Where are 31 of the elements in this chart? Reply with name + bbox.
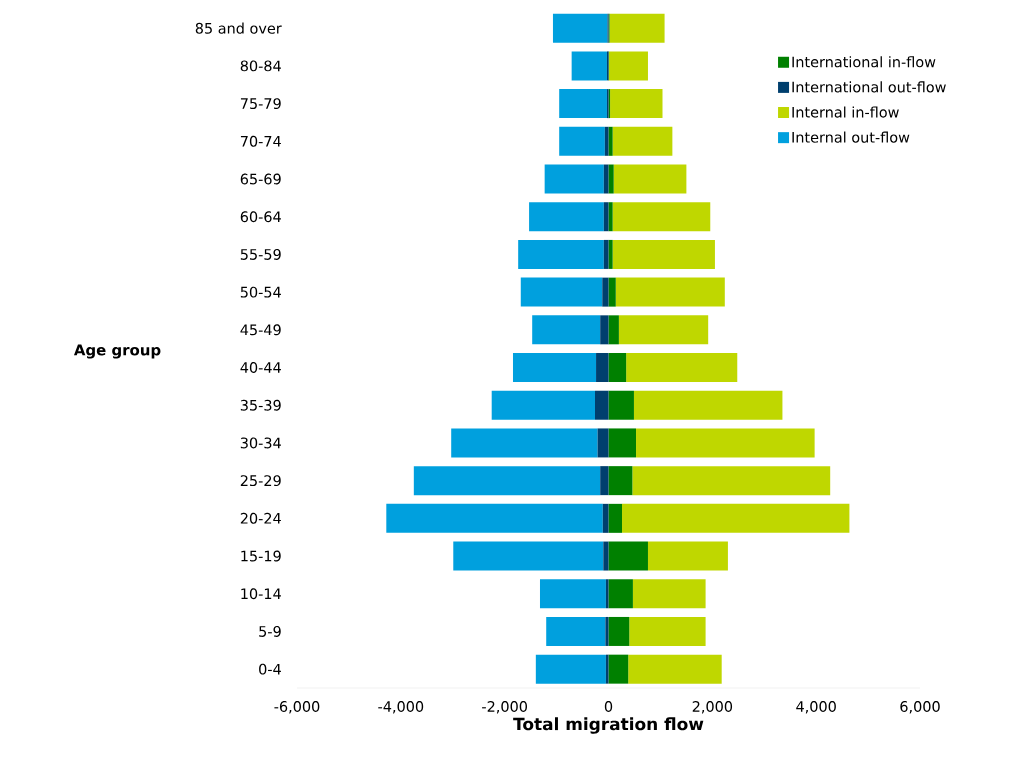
y-tick-label: 20-24 bbox=[240, 512, 281, 524]
y-tick-label: 15-19 bbox=[241, 550, 281, 562]
y-tick-label: 10-14 bbox=[241, 588, 281, 600]
legend-label: International out-flow bbox=[792, 81, 946, 93]
x-tick-label: 6,000 bbox=[900, 701, 940, 714]
y-tick-label: 35-39 bbox=[240, 399, 281, 411]
y-tick-label: 30-34 bbox=[240, 437, 281, 449]
y-tick-label: 5-9 bbox=[259, 625, 281, 637]
x-tick-label: 4,000 bbox=[796, 701, 836, 714]
y-tick-label: 75-79 bbox=[240, 98, 281, 110]
y-tick-label: 60-64 bbox=[240, 211, 281, 223]
legend-label: Internal out-flow bbox=[792, 131, 910, 143]
legend-label: International in-flow bbox=[792, 56, 936, 68]
y-tick-label: 25-29 bbox=[240, 475, 281, 487]
y-tick-label: 50-54 bbox=[240, 286, 281, 298]
y-axis-title: Age group bbox=[73, 344, 161, 359]
x-axis-title: Total migration flow bbox=[513, 717, 704, 734]
y-tick-label: 65-69 bbox=[240, 173, 281, 185]
y-tick-label: 45-49 bbox=[240, 324, 281, 336]
x-tick-label: -2,000 bbox=[482, 701, 527, 714]
y-tick-label: 85 and over bbox=[195, 22, 282, 34]
x-tick-label: -4,000 bbox=[378, 701, 424, 714]
legend-label: Internal in-flow bbox=[792, 106, 899, 118]
x-tick-label: -6,000 bbox=[274, 701, 320, 714]
y-tick-label: 40-44 bbox=[240, 362, 281, 373]
y-tick-label: 70-74 bbox=[240, 135, 281, 147]
y-tick-label: 80-84 bbox=[240, 60, 281, 72]
y-tick-label: 55-59 bbox=[240, 248, 281, 260]
x-tick-label: 2,000 bbox=[692, 701, 733, 714]
y-tick-label: 0-4 bbox=[259, 663, 281, 675]
x-tick-label: 0 bbox=[604, 701, 613, 712]
